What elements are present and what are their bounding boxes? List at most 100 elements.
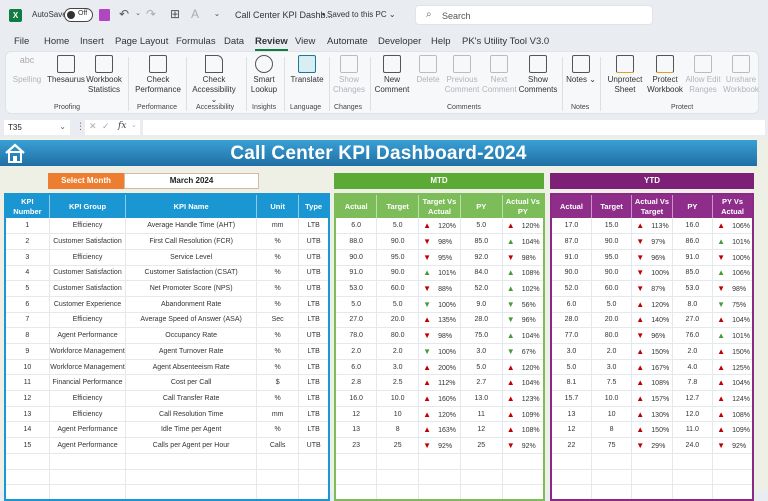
empty-cell[interactable] [418, 484, 461, 501]
ytd-py-cell[interactable]: 7.8 [672, 374, 714, 392]
kpi-name-cell[interactable]: Agent Turnover Rate [125, 343, 258, 360]
kpi-type-cell[interactable]: LTB [298, 218, 330, 235]
mtd-actual-cell[interactable]: 2.8 [335, 374, 378, 392]
ytd-target-cell[interactable]: 10.0 [591, 390, 633, 407]
kpi-group-cell[interactable]: Agent Performance [49, 327, 127, 344]
kpi-name-cell[interactable]: Cost per Call [125, 374, 258, 392]
mtd-actual-cell[interactable]: 13 [335, 421, 378, 439]
mtd-target-cell[interactable]: 8 [376, 421, 420, 439]
empty-cell[interactable] [631, 453, 673, 470]
empty-cell[interactable] [631, 469, 673, 486]
kpi-type-cell[interactable]: UTB [298, 280, 330, 297]
show-changes-button[interactable]: Show Changes [332, 55, 366, 95]
smart-lookup-button[interactable]: Smart Lookup [249, 55, 279, 95]
mtd-py-cell[interactable]: 13.0 [460, 390, 503, 407]
unprotect-sheet-button[interactable]: Unprotect Sheet [603, 55, 647, 95]
ytd-py-cell[interactable]: 11.0 [672, 421, 714, 439]
spelling-button[interactable]: abc Spelling [12, 55, 42, 84]
kpi-unit-cell[interactable]: $ [256, 374, 300, 392]
kpi-number-cell[interactable]: 13 [5, 406, 50, 423]
kpi-name-cell[interactable]: Call Transfer Rate [125, 390, 258, 407]
chevron-down-icon[interactable]: ⌄ [131, 122, 137, 129]
kpi-number-cell[interactable]: 10 [5, 359, 50, 376]
ytd-py-cell[interactable]: 8.0 [672, 296, 714, 313]
empty-cell[interactable] [256, 484, 300, 501]
kpi-group-cell[interactable]: Workforce Management [49, 359, 127, 376]
ytd-actual-cell[interactable]: 91.0 [551, 249, 592, 266]
thesaurus-button[interactable]: Thesaurus [46, 55, 86, 85]
delete-comment-button[interactable]: Delete [414, 55, 442, 85]
kpi-number-cell[interactable]: 14 [5, 421, 50, 439]
ytd-py-cell[interactable]: 12.0 [672, 406, 714, 423]
mtd-actual-cell[interactable]: 88.0 [335, 233, 378, 250]
ytd-target-cell[interactable]: 5.0 [591, 296, 633, 313]
kpi-name-cell[interactable]: Net Promoter Score (NPS) [125, 280, 258, 297]
font-color-icon[interactable]: A [190, 7, 199, 21]
kpi-group-cell[interactable]: Financial Performance [49, 374, 127, 392]
next-comment-button[interactable]: Next Comment [482, 55, 517, 95]
empty-cell[interactable] [49, 484, 127, 501]
empty-cell[interactable] [551, 469, 592, 486]
empty-cell[interactable] [460, 484, 503, 501]
kpi-number-cell[interactable]: 11 [5, 374, 50, 392]
mtd-target-cell[interactable]: 60.0 [376, 280, 420, 297]
empty-cell[interactable] [591, 484, 633, 501]
check-performance-button[interactable]: Check Performance [132, 55, 184, 95]
empty-cell[interactable] [418, 453, 461, 470]
kpi-type-cell[interactable]: LTB [298, 390, 330, 407]
ytd-actual-cell[interactable]: 5.0 [551, 359, 592, 376]
empty-cell[interactable] [125, 469, 258, 486]
tab-data[interactable]: Data [224, 36, 245, 47]
empty-cell[interactable] [502, 484, 545, 501]
empty-cell[interactable] [591, 469, 633, 486]
kpi-type-cell[interactable]: UTB [298, 265, 330, 282]
kpi-unit-cell[interactable]: % [256, 280, 300, 297]
empty-cell[interactable] [672, 484, 714, 501]
home-icon[interactable] [4, 143, 26, 163]
mtd-target-cell[interactable]: 25 [376, 437, 420, 454]
tab-insert[interactable]: Insert [80, 36, 104, 47]
empty-cell[interactable] [460, 469, 503, 486]
kpi-name-cell[interactable]: Service Level [125, 249, 258, 266]
kpi-unit-cell[interactable]: % [256, 390, 300, 407]
mtd-target-cell[interactable]: 20.0 [376, 312, 420, 329]
ytd-target-cell[interactable]: 75 [591, 437, 633, 454]
kpi-name-cell[interactable]: Average Speed of Answer (ASA) [125, 312, 258, 329]
empty-cell[interactable] [591, 453, 633, 470]
kpi-group-cell[interactable]: Customer Experience [49, 296, 127, 313]
empty-cell[interactable] [460, 453, 503, 470]
mtd-actual-cell[interactable]: 78.0 [335, 327, 378, 344]
mtd-py-cell[interactable]: 3.0 [460, 343, 503, 360]
mtd-actual-cell[interactable]: 23 [335, 437, 378, 454]
tab-help[interactable]: Help [431, 36, 451, 47]
kpi-group-cell[interactable]: Efficiency [49, 218, 127, 235]
mtd-py-cell[interactable]: 9.0 [460, 296, 503, 313]
mtd-actual-cell[interactable]: 53.0 [335, 280, 378, 297]
check-accessibility-button[interactable]: Check Accessibility ⌄ [188, 55, 240, 105]
kpi-type-cell[interactable]: UTB [298, 437, 330, 454]
empty-cell[interactable] [672, 469, 714, 486]
empty-cell[interactable] [298, 484, 330, 501]
mtd-actual-cell[interactable]: 90.0 [335, 249, 378, 266]
ytd-py-cell[interactable]: 2.0 [672, 343, 714, 360]
mtd-py-cell[interactable]: 12 [460, 421, 503, 439]
kpi-name-cell[interactable]: Abandonment Rate [125, 296, 258, 313]
empty-cell[interactable] [712, 484, 754, 501]
ytd-target-cell[interactable]: 90.0 [591, 233, 633, 250]
kpi-unit-cell[interactable]: Calls [256, 437, 300, 454]
name-box[interactable]: T35 ⌄ [4, 120, 70, 135]
empty-cell[interactable] [49, 453, 127, 470]
mtd-actual-cell[interactable]: 5.0 [335, 296, 378, 313]
empty-cell[interactable] [256, 469, 300, 486]
kpi-unit-cell[interactable]: mm [256, 218, 300, 235]
ytd-target-cell[interactable]: 60.0 [591, 280, 633, 297]
kpi-number-cell[interactable]: 1 [5, 218, 50, 235]
tab-page-layout[interactable]: Page Layout [115, 36, 169, 47]
kpi-number-cell[interactable]: 12 [5, 390, 50, 407]
tab-automate[interactable]: Automate [327, 36, 368, 47]
ytd-actual-cell[interactable]: 3.0 [551, 343, 592, 360]
kpi-group-cell[interactable]: Efficiency [49, 312, 127, 329]
kpi-name-cell[interactable]: Idle Time per Agent [125, 421, 258, 439]
document-title[interactable]: Call Center KPI Dashb... [235, 10, 334, 20]
mtd-target-cell[interactable]: 2.5 [376, 374, 420, 392]
